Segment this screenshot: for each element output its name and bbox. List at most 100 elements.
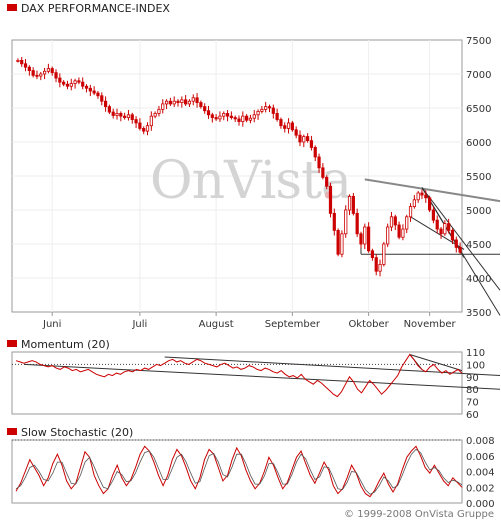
candle-body [267, 106, 272, 109]
price-y-axis: 3500 4000 4500 5000 5500 6000 6500 7000 7500 [466, 36, 491, 319]
price-y-tick: 5500 [466, 172, 491, 183]
candle-body [443, 223, 447, 235]
stoch-lines [15, 445, 463, 498]
candle-body [23, 63, 28, 68]
candle-body [439, 228, 443, 235]
momentum-trendline-upper [164, 356, 501, 377]
price-gridlines [12, 40, 462, 312]
candle-body [111, 111, 115, 116]
candle-body [252, 114, 256, 119]
momentum-y-tick: 110 [466, 348, 485, 359]
candle-body [138, 122, 142, 129]
candle-body [336, 229, 340, 255]
candle-body [264, 106, 268, 110]
candle-body [424, 194, 428, 199]
candle-body [187, 100, 192, 105]
momentum-trendline-lower [24, 363, 501, 390]
candle-body [306, 136, 310, 142]
candle-body [347, 195, 352, 211]
momentum-series-line [15, 353, 463, 398]
candle-body [435, 219, 439, 230]
candle-body [225, 113, 230, 117]
candle-body [355, 212, 359, 235]
price-x-axis: Juni Juli August September Oktober November [42, 312, 456, 330]
candle-body [340, 233, 344, 255]
candle-body [172, 100, 176, 105]
candle-body [397, 224, 401, 238]
candle-body [100, 95, 104, 102]
candle-body [145, 125, 150, 132]
candle-body [302, 136, 306, 143]
candle-body [96, 92, 100, 97]
candle-body [367, 226, 371, 252]
price-y-tick: 4500 [466, 240, 491, 251]
resistance-trendline [364, 178, 501, 203]
stoch-y-axis: 0.000 0.002 0.004 0.006 0.008 [12, 436, 495, 510]
stoch-y-tick: 0.006 [466, 452, 495, 463]
price-title: DAX PERFORMANCE-INDEX [21, 2, 170, 15]
candle-body [389, 216, 394, 228]
candle-body [81, 81, 85, 87]
candle-body [119, 113, 123, 117]
candle-body [290, 122, 294, 131]
price-y-tick: 7500 [466, 36, 491, 47]
candle-body [393, 216, 397, 226]
copyright-text: © 1999-2008 OnVista Gruppe [344, 509, 494, 520]
candle-body [218, 115, 222, 120]
price-legend-swatch [7, 4, 17, 11]
x-axis-month-label: November [404, 319, 457, 330]
stoch-y-tick: 0.000 [466, 499, 495, 510]
candle-body [325, 176, 329, 187]
candle-body [431, 209, 436, 221]
candle-body [405, 216, 409, 230]
stoch-d-line [15, 448, 463, 495]
candle-body [317, 156, 321, 169]
candle-body [313, 147, 317, 158]
candle-body [161, 103, 165, 110]
stoch-y-tick: 0.008 [466, 436, 495, 447]
candle-body [107, 106, 111, 113]
momentum-trendlines [24, 354, 501, 390]
candle-body [123, 115, 127, 118]
candle-body [420, 192, 424, 196]
candle-body [382, 243, 386, 265]
candle-body [73, 80, 77, 84]
candle-body [298, 134, 302, 143]
candle-body [245, 115, 249, 121]
candle-body [168, 100, 172, 105]
candle-body [130, 114, 134, 120]
candle-body [88, 87, 92, 92]
momentum-trendline-short [409, 354, 463, 372]
candle-body [134, 119, 138, 124]
momentum-legend-swatch [7, 340, 17, 347]
candle-body [256, 111, 260, 116]
candle-body [214, 117, 218, 120]
candle-body [126, 114, 131, 118]
momentum-title: Momentum (20) [21, 338, 110, 351]
candle-body [233, 117, 237, 120]
price-candles [16, 57, 462, 277]
candle-body [283, 125, 287, 129]
candle-body [386, 226, 390, 245]
candle-body [332, 212, 336, 231]
momentum-y-tick: 90 [466, 373, 479, 384]
momentum-y-tick: 100 [466, 360, 485, 371]
candle-body [351, 195, 355, 214]
candle-body [203, 106, 207, 112]
candle-body [65, 83, 70, 87]
candle-body [35, 74, 39, 77]
stoch-legend-swatch [7, 428, 17, 435]
candle-body [84, 85, 89, 89]
price-y-tick: 7000 [466, 70, 491, 81]
candle-body [180, 99, 184, 103]
candle-body [164, 100, 169, 105]
candle-body [195, 97, 199, 103]
stoch-k-line [15, 445, 463, 498]
candle-body [153, 113, 157, 117]
candle-body [248, 117, 253, 121]
candle-body [115, 113, 119, 116]
candle-body [344, 209, 348, 235]
candle-body [20, 60, 24, 65]
price-y-tick: 6000 [466, 138, 491, 149]
stoch-y-tick: 0.002 [466, 483, 495, 494]
